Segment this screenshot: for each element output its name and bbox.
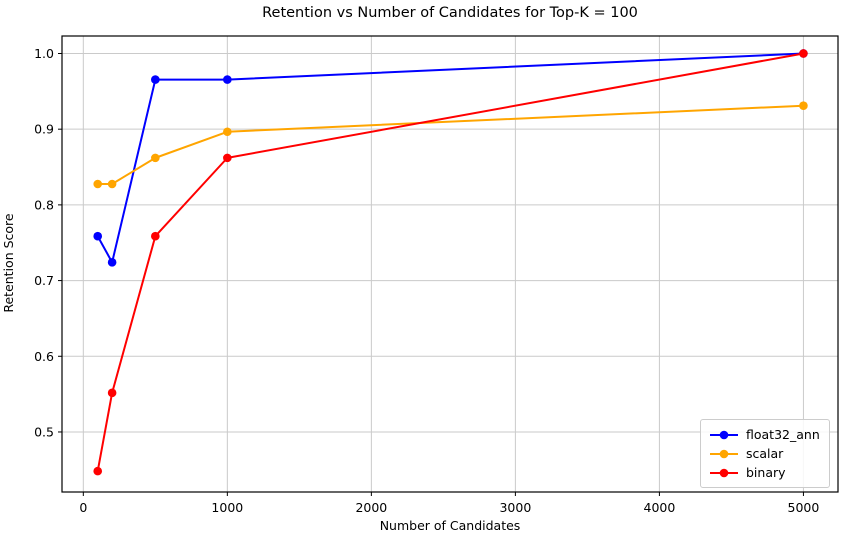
- x-tick-label: 4000: [644, 500, 676, 515]
- data-point-binary: [107, 388, 117, 398]
- data-point-scalar: [799, 101, 808, 111]
- data-point-scalar: [107, 179, 117, 189]
- plot-border: [61, 35, 839, 493]
- x-tick-label: 1000: [211, 500, 243, 515]
- legend-line-marker-icon: [710, 449, 738, 458]
- y-tick-label: 0.8: [34, 197, 54, 212]
- x-tick-label: 3000: [499, 500, 531, 515]
- legend-line-marker-icon: [710, 430, 738, 439]
- legend-item: scalar: [709, 444, 821, 463]
- data-point-scalar: [93, 179, 103, 189]
- data-point-binary: [93, 466, 103, 476]
- x-tick-label: 2000: [355, 500, 387, 515]
- data-point-float32_ann: [93, 231, 103, 241]
- legend-item: float32_ann: [709, 425, 821, 444]
- data-point-float32_ann: [223, 75, 232, 84]
- y-tick-label: 0.6: [34, 349, 54, 364]
- data-point-binary: [799, 49, 808, 58]
- legend-label: float32_ann: [746, 427, 820, 442]
- data-point-float32_ann: [107, 258, 117, 267]
- legend-item: binary: [709, 463, 821, 482]
- data-point-binary: [151, 231, 160, 241]
- legend-label: scalar: [746, 446, 784, 461]
- y-axis-label: Retention Score: [1, 213, 16, 313]
- x-axis-label: Number of Candidates: [379, 518, 521, 533]
- y-tick-label: 0.7: [34, 273, 54, 288]
- data-point-float32_ann: [151, 75, 160, 84]
- y-tick-label: 0.9: [34, 122, 54, 137]
- data-point-scalar: [151, 153, 160, 163]
- chart-title: Retention vs Number of Candidates for To…: [262, 5, 638, 21]
- data-point-scalar: [223, 127, 232, 137]
- x-tick-label: 0: [79, 500, 87, 515]
- data-point-binary: [223, 153, 232, 163]
- y-tick-label: 1.0: [34, 46, 54, 61]
- legend-label: binary: [746, 465, 786, 480]
- y-tick-label: 0.5: [34, 424, 54, 439]
- legend: float32_ann scalar binary: [700, 419, 830, 488]
- series-line-float32_ann: [96, 52, 805, 264]
- series-line-binary: [96, 52, 805, 473]
- x-tick-label: 5000: [788, 500, 820, 515]
- legend-line-marker-icon: [710, 468, 738, 477]
